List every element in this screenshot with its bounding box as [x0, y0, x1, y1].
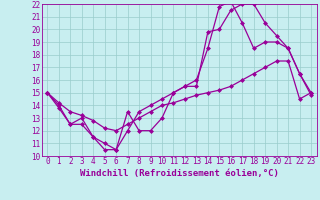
- X-axis label: Windchill (Refroidissement éolien,°C): Windchill (Refroidissement éolien,°C): [80, 169, 279, 178]
